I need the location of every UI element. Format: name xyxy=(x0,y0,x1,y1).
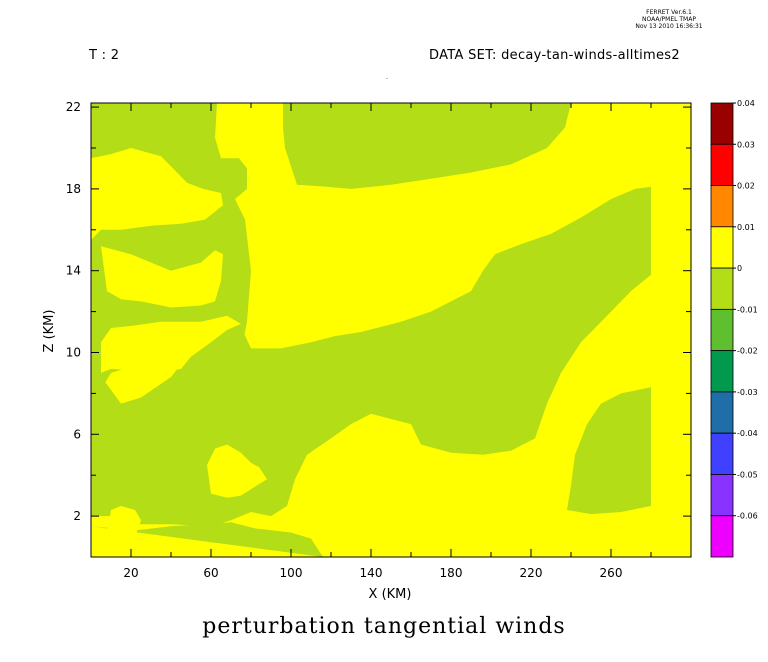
colorbar-label: 0.02 xyxy=(737,182,755,191)
x-tick-label: 260 xyxy=(600,566,623,580)
region-green-top xyxy=(283,103,571,189)
time-label: T : 2 xyxy=(89,48,120,63)
ferret-stamp: FERRET Ver.6.1 NOAA/PMEL TMAP Nov 13 201… xyxy=(634,9,704,30)
x-tick-label: 60 xyxy=(203,566,218,580)
dataset-label: DATA SET: decay-tan-winds-alltimes2 xyxy=(429,48,680,63)
colorbar-label: -0.06 xyxy=(737,512,758,521)
region-yellow-left-3 xyxy=(101,315,241,373)
contour-regions xyxy=(91,103,651,557)
colorbar-label: 0.01 xyxy=(737,223,755,232)
x-tick-label: 180 xyxy=(440,566,463,580)
colorbar-swatch xyxy=(710,350,734,393)
plot-frame xyxy=(90,102,692,558)
colorbar-label: 0 xyxy=(737,264,742,273)
colorbar-label: -0.01 xyxy=(737,305,758,314)
colorbar-label: -0.03 xyxy=(737,388,758,397)
region-yellow-blob-small xyxy=(107,505,141,539)
region-yellow-left-1 xyxy=(91,148,223,240)
colorbar-swatch xyxy=(710,432,734,475)
region-green-bottom xyxy=(91,522,323,557)
x-axis-label: X (KM) xyxy=(369,587,412,602)
colorbar-swatch xyxy=(710,515,734,558)
y-tick-label: 18 xyxy=(66,182,81,196)
colorbar-swatch xyxy=(710,102,734,145)
colorbar-swatch xyxy=(710,143,734,186)
chart-title: perturbation tangential winds xyxy=(202,614,566,639)
colorbar-label: -0.04 xyxy=(737,429,758,438)
colorbar-swatch xyxy=(710,267,734,310)
region-green-lower-right xyxy=(567,387,651,515)
y-tick-label: 10 xyxy=(66,345,81,359)
y-tick-label: 6 xyxy=(73,427,81,441)
y-axis-label: Z (KM) xyxy=(42,310,57,353)
region-yellow-blob-tiny xyxy=(161,544,181,553)
y-tick-label: 22 xyxy=(66,100,81,114)
colorbar-swatch xyxy=(710,474,734,517)
colorbar-swatch xyxy=(710,391,734,434)
x-tick-label: 100 xyxy=(280,566,303,580)
x-tick-label: 20 xyxy=(123,566,138,580)
axes: 20 60 100 140 180 220 260 2 6 10 14 18 22 xyxy=(66,100,692,580)
y-tick-label: 2 xyxy=(73,509,81,523)
header-dot: . xyxy=(386,74,388,81)
colorbar-label: -0.05 xyxy=(737,470,758,479)
region-green-main xyxy=(91,186,651,527)
region-yellow-blob-mid xyxy=(207,444,267,498)
x-tick-label: 140 xyxy=(360,566,383,580)
plot-area xyxy=(91,103,691,557)
colorbar-label: 0.04 xyxy=(737,99,755,108)
region-yellow-left-2 xyxy=(101,246,223,308)
colorbar-swatch xyxy=(710,226,734,269)
stamp-line: Nov 13 2010 16:36:31 xyxy=(635,23,703,30)
y-tick-label: 14 xyxy=(66,264,81,278)
colorbar: 0.04 0.03 0.02 0.01 0 -0.01 -0.02 -0.03 -0.04 -0.… xyxy=(710,99,758,558)
colorbar-label: 0.03 xyxy=(737,140,755,149)
x-tick-label: 220 xyxy=(520,566,543,580)
stamp-line: NOAA/PMEL TMAP xyxy=(642,16,696,23)
stamp-line: FERRET Ver.6.1 xyxy=(646,9,692,16)
colorbar-swatch xyxy=(710,185,734,228)
colorbar-label: -0.02 xyxy=(737,347,758,356)
colorbar-swatch xyxy=(710,308,734,352)
